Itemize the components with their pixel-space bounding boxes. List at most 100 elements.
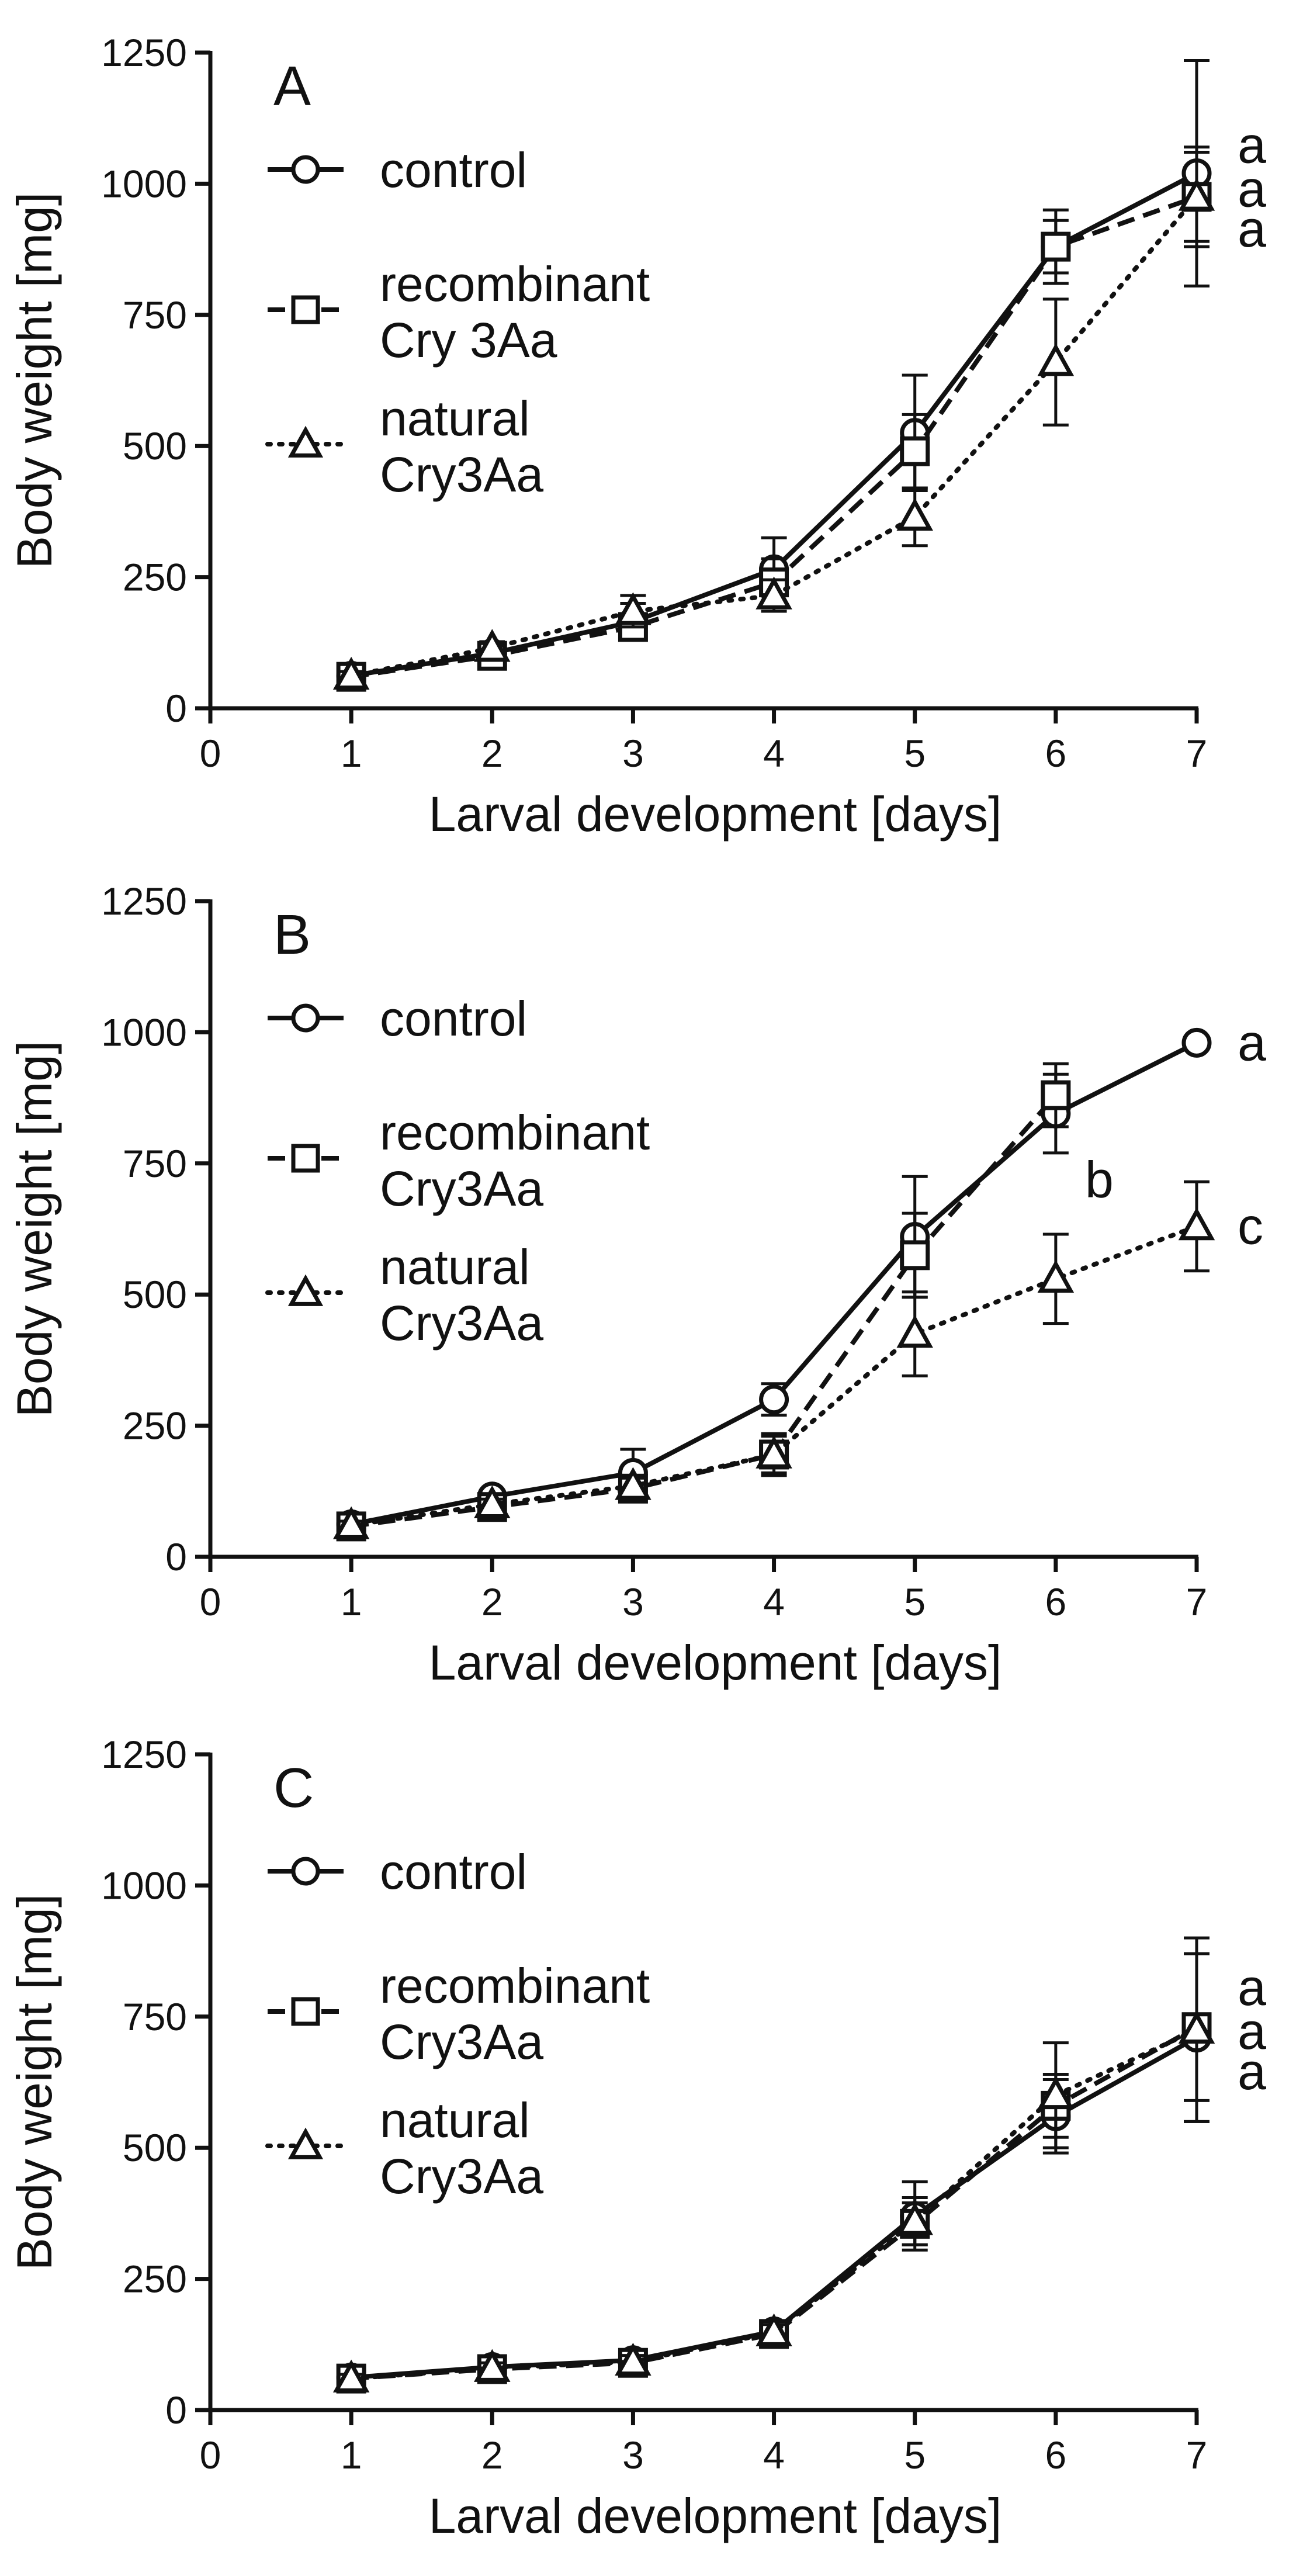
data-point (474, 1485, 511, 1518)
significance-letter: a (1238, 200, 1266, 258)
x-tick-label: 7 (1186, 732, 1208, 775)
legend-marker (291, 1144, 320, 1173)
y-tick-label: 500 (123, 2126, 187, 2169)
panel-letter: C (273, 1757, 314, 1819)
x-tick-label: 3 (622, 1580, 644, 1623)
y-tick-label: 250 (123, 556, 187, 599)
x-axis-label: Larval development [days] (429, 787, 1002, 842)
data-point (332, 1506, 370, 1539)
data-point (1037, 343, 1075, 376)
x-tick-label: 3 (622, 732, 644, 775)
data-point (615, 592, 651, 625)
data-point (1041, 1080, 1071, 1110)
legend-marker (287, 1274, 324, 1306)
x-tick-label: 7 (1186, 2433, 1208, 2477)
legend-marker (287, 2127, 324, 2159)
data-point (755, 1435, 792, 1469)
y-tick-label: 750 (123, 1142, 187, 1185)
x-axis-label: Larval development [days] (429, 1635, 1002, 1690)
y-tick-label: 750 (123, 293, 187, 337)
legend-marker (291, 295, 320, 324)
x-tick-label: 4 (763, 2433, 785, 2477)
data-point (474, 629, 511, 662)
x-tick-label: 2 (481, 1580, 503, 1623)
legend-label: recombinant Cry 3Aa (380, 257, 650, 368)
significance-letter: c (1238, 1197, 1263, 1255)
panel-letter: B (273, 903, 311, 966)
y-tick-label: 500 (123, 424, 187, 468)
legend: control recombinant Cry 3Aa natural Cry3Aa (265, 143, 650, 502)
data-point (896, 497, 933, 531)
legend-label: control (380, 1844, 527, 1899)
x-tick-label: 5 (904, 732, 926, 775)
y-tick-label: 750 (123, 1995, 187, 2038)
significance-letter: a (1238, 1958, 1266, 2016)
data-point (1037, 2076, 1075, 2110)
x-tick-label: 4 (763, 1580, 785, 1623)
y-axis-label: Body weight [mg] (7, 1041, 62, 1417)
y-tick-label: 0 (165, 1535, 187, 1578)
x-tick-label: 0 (200, 732, 221, 775)
panel-C: 0 250 500 750 1000 1250 0 1 2 3 4 5 6 7 Larval develop… (7, 1733, 1266, 2543)
significance-letter: a (1238, 160, 1266, 217)
data-point (615, 1467, 651, 1500)
x-tick-label: 2 (481, 732, 503, 775)
y-tick-label: 1250 (101, 31, 187, 74)
y-tick-label: 1250 (101, 880, 187, 923)
x-tick-label: 0 (200, 2433, 221, 2477)
significance-letters: a b c (1085, 1013, 1266, 1255)
panel-letter: A (273, 55, 311, 117)
series-triangle (332, 1936, 1215, 2393)
legend-marker (291, 155, 320, 184)
significance-letter: a (1238, 1013, 1266, 1071)
data-point (1178, 178, 1215, 211)
y-tick-label: 500 (123, 1273, 187, 1316)
data-point (1037, 1259, 1075, 1293)
legend-label: natural Cry3Aa (380, 2093, 543, 2204)
y-tick-label: 1250 (101, 1733, 187, 1776)
y-tick-label: 0 (165, 687, 187, 730)
x-tick-label: 6 (1045, 2433, 1066, 2477)
legend-marker (291, 1857, 320, 1886)
y-tick-label: 1000 (101, 162, 187, 205)
x-tick-label: 5 (904, 2433, 926, 2477)
data-point (759, 1384, 789, 1415)
x-tick-label: 1 (341, 1580, 362, 1623)
data-point (1178, 1207, 1215, 1241)
x-tick-label: 7 (1186, 1580, 1208, 1623)
data-point (896, 2202, 933, 2235)
data-point (900, 436, 930, 466)
x-axis-label: Larval development [days] (429, 2488, 1002, 2543)
y-tick-label: 250 (123, 2258, 187, 2301)
data-point (896, 1315, 933, 1348)
panel-A: 0 250 500 750 1000 1250 0 1 2 3 4 5 6 7 Larval develop… (7, 31, 1266, 842)
y-tick-label: 0 (165, 2388, 187, 2432)
data-point (474, 2349, 511, 2382)
data-point (615, 2342, 651, 2376)
legend-label: recombinant Cry3Aa (380, 1958, 650, 2069)
significance-letter: a (1238, 2002, 1266, 2060)
x-tick-label: 5 (904, 1580, 926, 1623)
series-triangle (332, 151, 1215, 690)
data-point (1181, 1027, 1212, 1058)
x-tick-label: 3 (622, 2433, 644, 2477)
data-point (1041, 231, 1071, 262)
x-tick-label: 1 (341, 2433, 362, 2477)
x-tick-label: 2 (481, 2433, 503, 2477)
x-tick-label: 1 (341, 732, 362, 775)
y-axis-label: Body weight [mg] (7, 192, 62, 569)
legend: control recombinant Cry3Aa natural Cry3Aa (265, 991, 650, 1351)
y-tick-label: 250 (123, 1404, 187, 1448)
data-point (332, 656, 370, 690)
y-tick-label: 1000 (101, 1864, 187, 1907)
series-triangle (332, 1180, 1215, 1539)
legend-label: natural Cry3Aa (380, 1239, 543, 1351)
significance-letter: b (1085, 1151, 1114, 1209)
significance-letters: aaa (1238, 116, 1266, 258)
significance-letter: a (1238, 116, 1266, 174)
x-tick-label: 6 (1045, 1580, 1066, 1623)
legend-label: control (380, 143, 527, 198)
data-point (900, 1240, 930, 1270)
significance-letters: aaa (1238, 1958, 1266, 2100)
